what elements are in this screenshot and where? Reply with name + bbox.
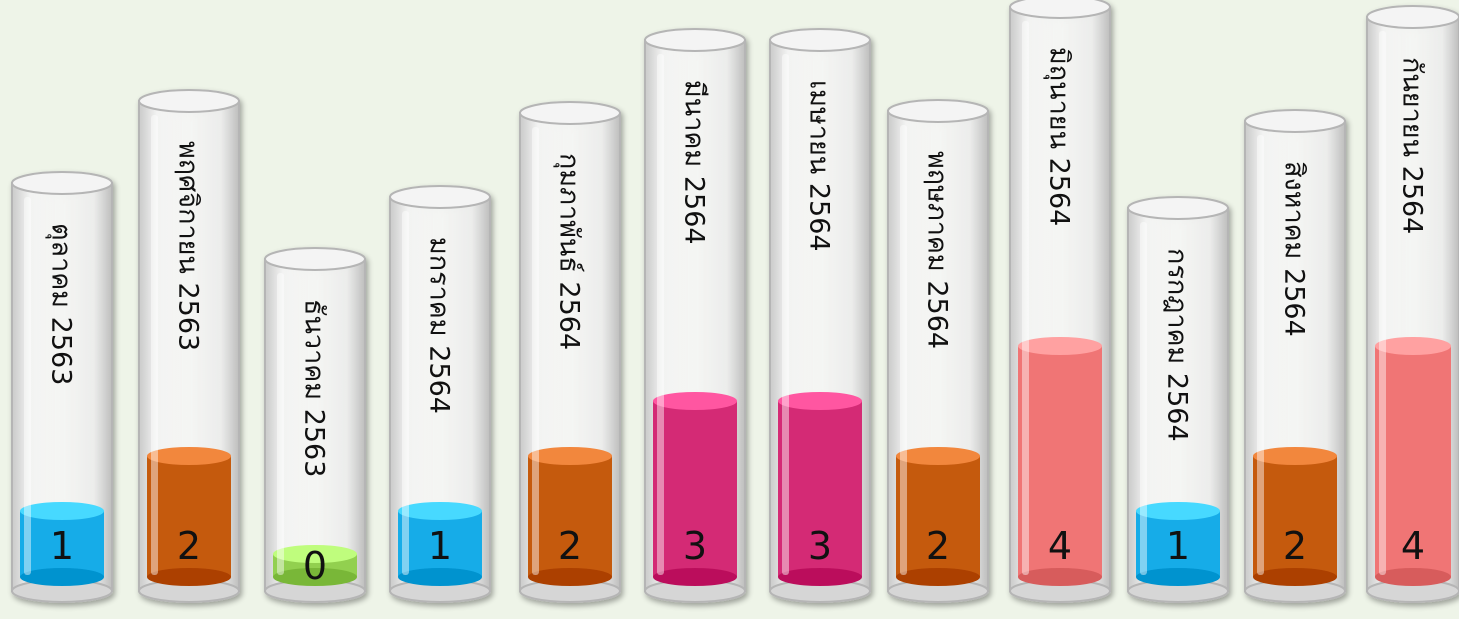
tube-highlight xyxy=(402,211,409,575)
data-label: 4 xyxy=(1401,524,1425,568)
bar xyxy=(20,511,104,577)
tube-highlight xyxy=(24,197,31,575)
bar-top xyxy=(1018,337,1102,355)
bar xyxy=(1253,456,1337,577)
tube-11 xyxy=(1244,109,1346,603)
data-label: 4 xyxy=(1048,524,1072,568)
tube-highlight xyxy=(900,125,907,575)
tube-rim xyxy=(1244,109,1346,133)
bar-top xyxy=(147,447,231,465)
data-label: 3 xyxy=(683,524,707,568)
tube-highlight xyxy=(151,115,158,575)
category-label: เมษายน 2564 xyxy=(804,80,835,252)
tube-rim xyxy=(11,171,113,195)
bar xyxy=(147,456,231,577)
bar-bottom xyxy=(1136,568,1220,586)
bar xyxy=(1136,511,1220,577)
category-label: พฤศจิกายน 2563 xyxy=(173,141,204,351)
bar-top xyxy=(1375,337,1451,355)
bar-top xyxy=(528,447,612,465)
bar-top xyxy=(273,545,357,563)
tube-rim xyxy=(138,89,240,113)
category-label: มกราคม 2564 xyxy=(424,237,455,414)
bar-top xyxy=(1253,447,1337,465)
data-label: 2 xyxy=(558,524,582,568)
tube-highlight xyxy=(1140,222,1147,575)
data-label: 1 xyxy=(1166,524,1190,568)
bar-bottom xyxy=(1018,568,1102,586)
bar xyxy=(528,456,612,577)
tube-rim xyxy=(1127,196,1229,220)
bar xyxy=(398,511,482,577)
category-label: กันยายน 2564 xyxy=(1397,57,1428,234)
bar-top xyxy=(653,392,737,410)
bar xyxy=(896,456,980,577)
tube-4 xyxy=(389,185,491,603)
data-label: 2 xyxy=(926,524,950,568)
category-label: มีนาคม 2564 xyxy=(679,80,710,245)
bar-bottom xyxy=(1253,568,1337,586)
bar-top xyxy=(896,447,980,465)
bar-bottom xyxy=(20,568,104,586)
bar-bottom xyxy=(273,568,357,586)
bar-bottom xyxy=(778,568,862,586)
data-label: 1 xyxy=(50,524,74,568)
tube-3 xyxy=(264,247,366,603)
tube-8 xyxy=(887,99,989,603)
bar-bottom xyxy=(528,568,612,586)
bar xyxy=(653,401,737,577)
bar xyxy=(778,401,862,577)
tube-highlight xyxy=(657,54,664,575)
bar-top xyxy=(20,502,104,520)
bar-bottom xyxy=(1375,568,1451,586)
tube-rim xyxy=(769,28,871,52)
tube-highlight xyxy=(532,127,539,575)
tube-highlight xyxy=(1022,21,1029,575)
bar xyxy=(1375,346,1451,577)
bar-bottom xyxy=(398,568,482,586)
tube-2 xyxy=(138,89,240,603)
tube-highlight xyxy=(1257,135,1264,575)
bar-top xyxy=(398,502,482,520)
data-label: 2 xyxy=(1283,524,1307,568)
category-label: ธันวาคม 2563 xyxy=(299,299,330,477)
tube-1 xyxy=(11,171,113,603)
bar-bottom xyxy=(896,568,980,586)
tube-7 xyxy=(769,28,871,603)
bar-bottom xyxy=(653,568,737,586)
category-label: ตุลาคม 2563 xyxy=(45,223,77,385)
tube-9 xyxy=(1009,0,1111,603)
bar xyxy=(1018,346,1102,577)
data-label: 1 xyxy=(428,524,452,568)
category-label: พฤษภาคม 2564 xyxy=(922,151,953,349)
data-label: 2 xyxy=(177,524,201,568)
category-label: กรกฎาคม 2564 xyxy=(1162,248,1193,442)
data-label: 3 xyxy=(808,524,832,568)
bar-top xyxy=(1136,502,1220,520)
category-label: กุมภาพันธ์ 2564 xyxy=(553,153,586,350)
tube-5 xyxy=(519,101,621,603)
bar-bottom xyxy=(147,568,231,586)
category-label: สิงหาคม 2564 xyxy=(1279,161,1310,337)
category-label: มิถุนายน 2564 xyxy=(1043,47,1075,226)
tube-highlight xyxy=(1379,31,1386,575)
tube-rim xyxy=(887,99,989,123)
tube-10 xyxy=(1127,196,1229,603)
tube-rim xyxy=(389,185,491,209)
tube-highlight xyxy=(277,273,284,575)
data-label: 0 xyxy=(303,544,327,588)
tube-highlight xyxy=(782,54,789,575)
tube-rim xyxy=(644,28,746,52)
tube-12 xyxy=(1366,5,1459,603)
bar-top xyxy=(778,392,862,410)
tube-rim xyxy=(264,247,366,271)
tube-rim xyxy=(519,101,621,125)
tube-rim xyxy=(1009,0,1111,19)
tube-rim xyxy=(1366,5,1459,29)
tube-6 xyxy=(644,28,746,603)
